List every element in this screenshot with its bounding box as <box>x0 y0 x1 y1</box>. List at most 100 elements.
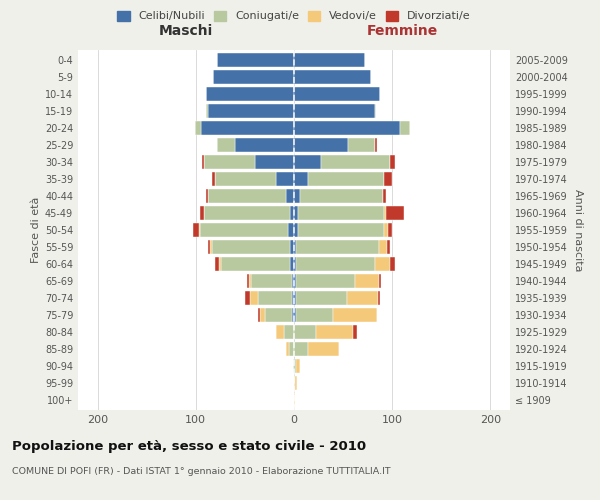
Bar <box>199 223 200 237</box>
Bar <box>388 223 392 237</box>
Bar <box>386 206 404 220</box>
Bar <box>206 104 208 118</box>
Bar <box>203 155 255 170</box>
Bar <box>294 223 298 237</box>
Bar <box>202 155 203 170</box>
Bar <box>294 376 295 390</box>
Bar <box>193 223 199 237</box>
Bar <box>390 155 395 170</box>
Bar <box>288 223 294 237</box>
Bar <box>195 121 201 136</box>
Bar <box>294 155 322 170</box>
Bar <box>290 240 294 254</box>
Bar <box>390 256 395 271</box>
Bar <box>235 138 294 152</box>
Bar <box>250 290 257 305</box>
Bar <box>215 172 277 186</box>
Bar <box>206 87 294 102</box>
Bar <box>294 392 295 407</box>
Bar <box>295 376 297 390</box>
Bar <box>294 358 296 373</box>
Bar <box>212 240 290 254</box>
Bar <box>385 172 392 186</box>
Bar <box>286 342 289 356</box>
Bar <box>290 256 294 271</box>
Bar <box>316 324 353 339</box>
Bar <box>208 189 286 204</box>
Bar <box>308 342 339 356</box>
Bar <box>286 189 294 204</box>
Bar <box>387 240 390 254</box>
Bar <box>379 240 387 254</box>
Text: Popolazione per età, sesso e stato civile - 2010: Popolazione per età, sesso e stato civil… <box>12 440 366 453</box>
Bar <box>292 274 294 288</box>
Bar <box>353 324 357 339</box>
Bar <box>200 223 288 237</box>
Bar <box>212 172 215 186</box>
Bar <box>294 121 400 136</box>
Bar <box>203 206 290 220</box>
Bar <box>257 290 292 305</box>
Bar <box>294 206 298 220</box>
Y-axis label: Anni di nascita: Anni di nascita <box>573 188 583 271</box>
Bar <box>206 189 208 204</box>
Bar <box>374 256 390 271</box>
Bar <box>200 206 203 220</box>
Bar <box>296 256 374 271</box>
Bar <box>214 70 294 84</box>
Bar <box>215 256 220 271</box>
Bar <box>257 308 260 322</box>
Bar <box>294 138 348 152</box>
Bar <box>284 324 294 339</box>
Bar <box>208 104 294 118</box>
Bar <box>294 342 308 356</box>
Bar <box>209 240 212 254</box>
Bar <box>247 274 249 288</box>
Bar <box>245 290 250 305</box>
Bar <box>298 223 385 237</box>
Bar <box>383 189 386 204</box>
Bar <box>347 290 379 305</box>
Bar <box>294 87 380 102</box>
Bar <box>277 324 284 339</box>
Bar <box>385 223 388 237</box>
Text: COMUNE DI POFI (FR) - Dati ISTAT 1° gennaio 2010 - Elaborazione TUTTITALIA.IT: COMUNE DI POFI (FR) - Dati ISTAT 1° genn… <box>12 468 391 476</box>
Bar <box>221 256 290 271</box>
Bar <box>333 308 377 322</box>
Bar <box>348 138 376 152</box>
Bar <box>296 290 347 305</box>
Bar <box>294 290 296 305</box>
Bar <box>322 155 390 170</box>
Bar <box>292 290 294 305</box>
Y-axis label: Fasce di età: Fasce di età <box>31 197 41 263</box>
Bar <box>220 256 221 271</box>
Bar <box>376 138 377 152</box>
Bar <box>294 189 300 204</box>
Bar <box>265 308 292 322</box>
Bar <box>249 274 251 288</box>
Bar <box>379 274 382 288</box>
Bar <box>385 206 386 220</box>
Bar <box>201 121 294 136</box>
Bar <box>290 206 294 220</box>
Bar <box>294 324 316 339</box>
Bar <box>292 308 294 322</box>
Bar <box>208 240 209 254</box>
Bar <box>294 256 296 271</box>
Bar <box>260 308 265 322</box>
Bar <box>289 342 294 356</box>
Bar <box>379 290 380 305</box>
Legend: Celibi/Nubili, Coniugati/e, Vedovi/e, Divorziati/e: Celibi/Nubili, Coniugati/e, Vedovi/e, Di… <box>118 10 470 22</box>
Bar <box>294 172 308 186</box>
Bar <box>374 104 376 118</box>
Bar <box>296 358 300 373</box>
Bar <box>294 274 296 288</box>
Bar <box>217 53 294 68</box>
Text: Femmine: Femmine <box>367 24 437 38</box>
Bar <box>217 138 235 152</box>
Bar <box>294 70 371 84</box>
Bar <box>300 189 383 204</box>
Bar <box>355 274 379 288</box>
Text: Maschi: Maschi <box>159 24 213 38</box>
Bar <box>296 308 333 322</box>
